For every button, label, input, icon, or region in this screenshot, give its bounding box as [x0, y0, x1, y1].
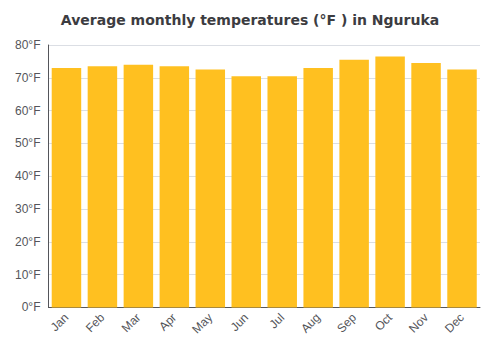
svg-text:80°F: 80°F	[15, 38, 40, 52]
svg-text:20°F: 20°F	[15, 235, 40, 249]
svg-text:Jun: Jun	[228, 311, 252, 335]
svg-text:Sep: Sep	[334, 310, 359, 335]
svg-text:Jan: Jan	[48, 311, 72, 335]
svg-text:70°F: 70°F	[15, 71, 40, 85]
svg-text:60°F: 60°F	[15, 104, 40, 118]
svg-text:Mar: Mar	[119, 311, 144, 335]
svg-text:May: May	[189, 311, 215, 337]
svg-text:Apr: Apr	[156, 311, 179, 334]
svg-text:Oct: Oct	[372, 310, 396, 334]
svg-text:40°F: 40°F	[15, 169, 40, 183]
svg-text:50°F: 50°F	[15, 136, 40, 150]
svg-text:10°F: 10°F	[15, 268, 40, 282]
svg-text:30°F: 30°F	[15, 202, 40, 216]
svg-text:Jul: Jul	[266, 311, 287, 332]
svg-text:Dec: Dec	[442, 311, 467, 336]
svg-text:Aug: Aug	[298, 311, 323, 336]
svg-text:Average monthly temperatures (: Average monthly temperatures (°F ) in Ng…	[61, 12, 439, 28]
svg-text:Feb: Feb	[83, 310, 108, 335]
svg-text:Nov: Nov	[406, 311, 431, 336]
svg-text:0°F: 0°F	[22, 300, 41, 314]
